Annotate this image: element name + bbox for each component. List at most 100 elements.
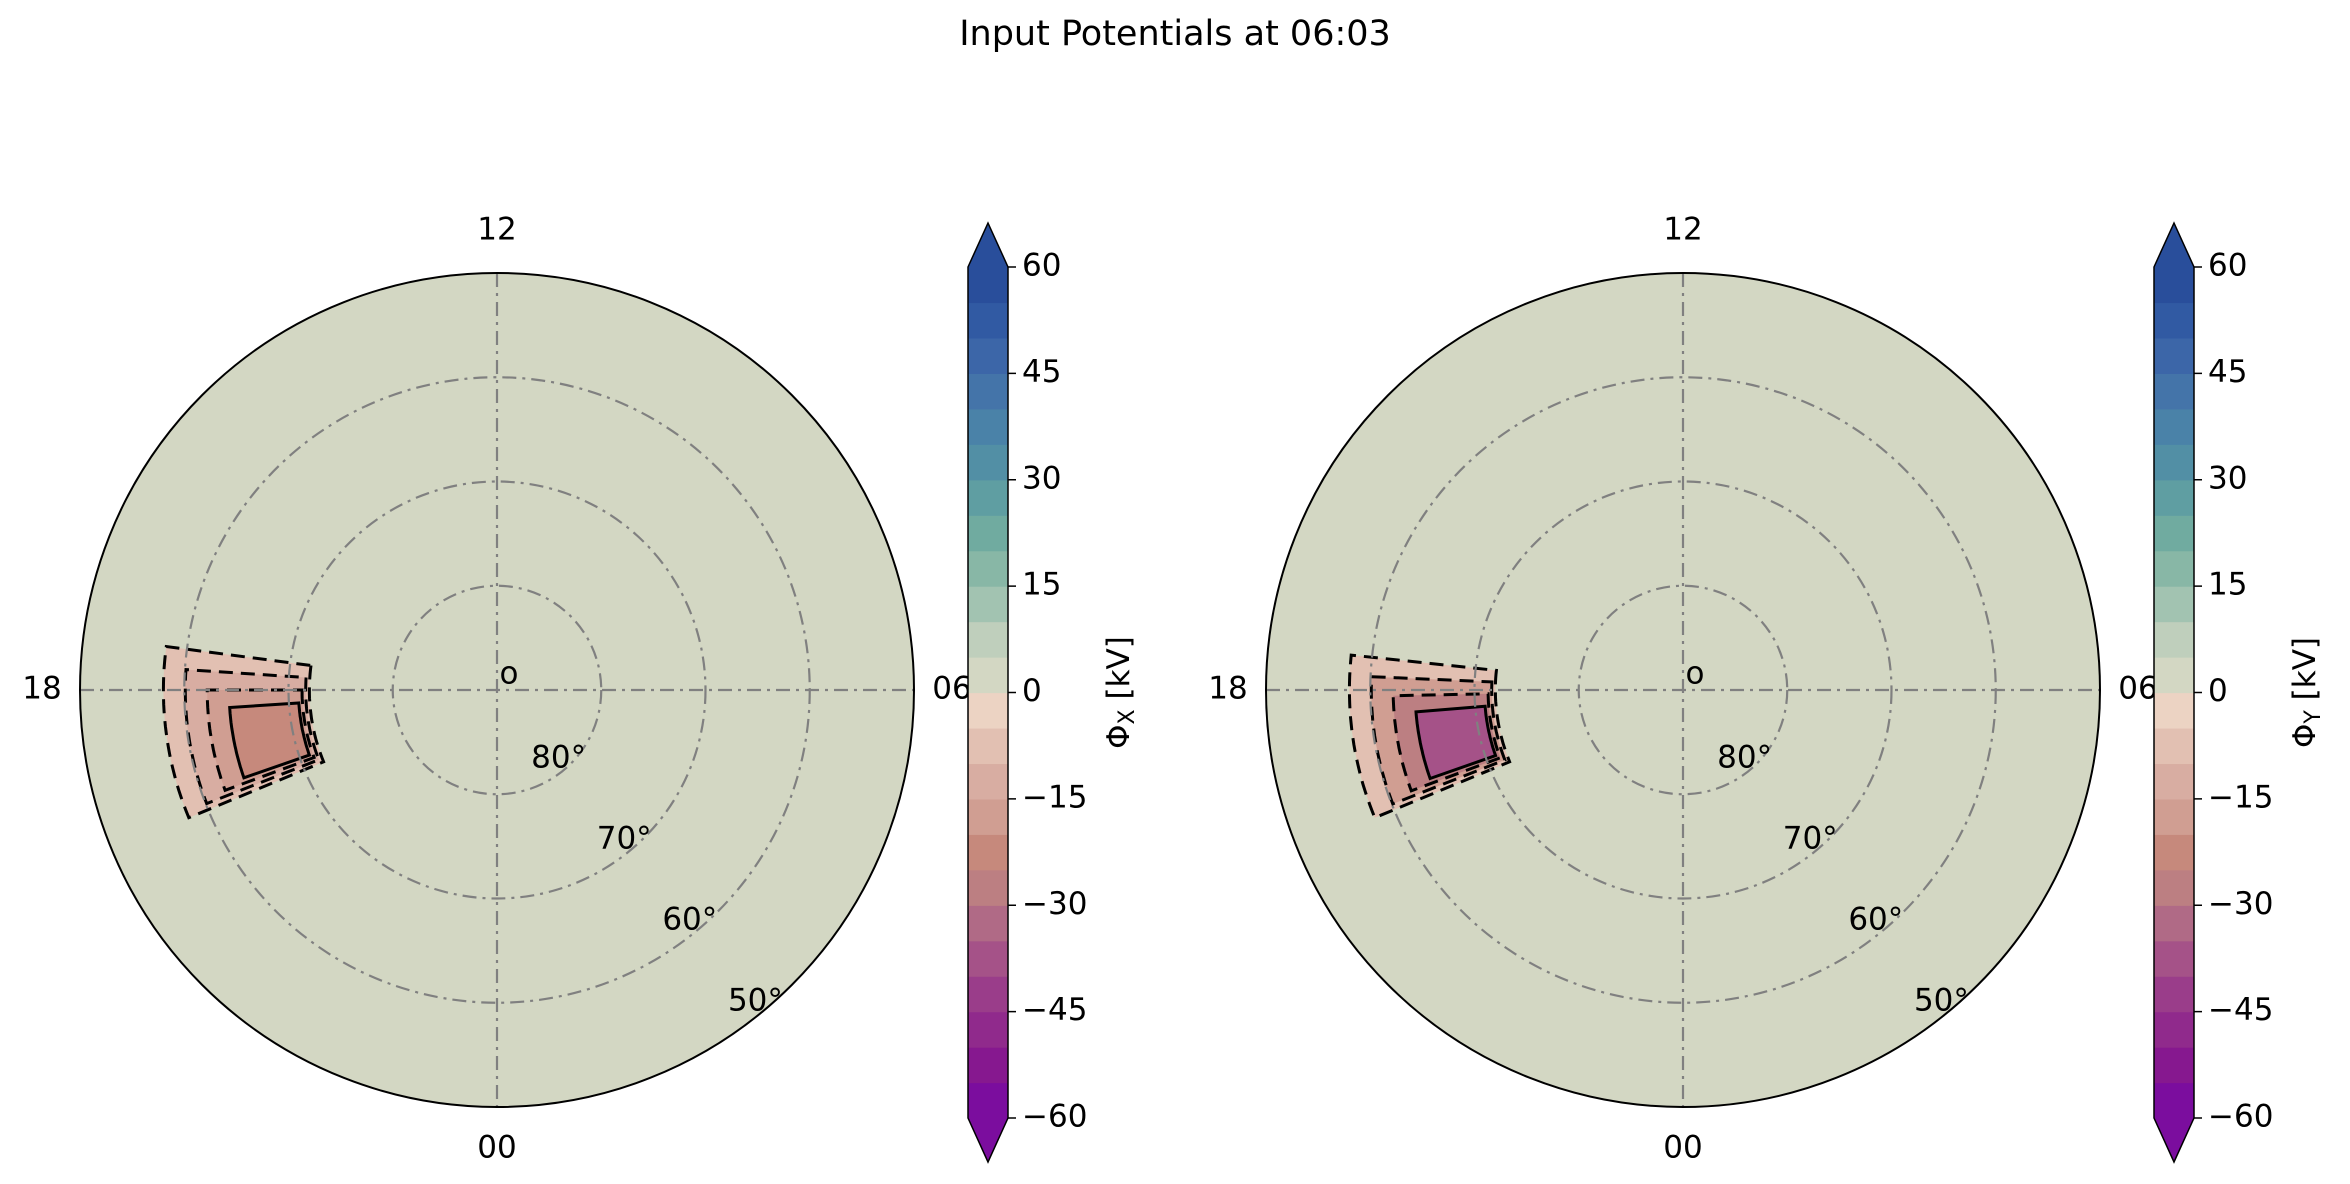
colorbar-segment <box>2154 905 2194 942</box>
colorbar-segment <box>2154 727 2194 765</box>
colorbar-segment <box>2154 267 2194 304</box>
colorbar-tick-label: 0 <box>1022 673 1042 709</box>
colorbar-tick-label: −30 <box>2208 886 2273 922</box>
mlt-label-18: 18 <box>22 671 61 707</box>
figure-title: Input Potentials at 06:03 <box>959 14 1391 54</box>
pole-label: o <box>1686 656 1705 692</box>
polar-grid <box>80 273 914 1107</box>
colorbar-segment <box>968 869 1008 906</box>
colorbar-segment <box>2154 621 2194 658</box>
colorbar-label: ΦY [kV] <box>2287 637 2327 748</box>
colorbar-segment <box>968 267 1008 304</box>
pole-label: o <box>500 656 519 692</box>
colorbar-segment <box>2154 940 2194 977</box>
polar-panel-left: 12 00 18 06 o 80° 70° 60° 50° <box>22 212 971 1166</box>
mlt-label-12: 12 <box>1663 212 1702 248</box>
colorbar-tick-label: −15 <box>1022 779 1087 815</box>
colorbar-segment <box>968 302 1008 339</box>
colorbar-tick-label: −45 <box>2208 992 2273 1028</box>
colorbar-label: ΦX [kV] <box>1101 636 1141 749</box>
colorbar-segment <box>968 763 1008 800</box>
colorbar-segment <box>968 727 1008 765</box>
colorbar-segment <box>2154 337 2194 374</box>
colorbar-segment <box>968 408 1008 445</box>
potential-contour-2 <box>1369 675 1507 806</box>
colorbar-tick-label: 60 <box>2208 248 2247 284</box>
colorbar-segment <box>968 1011 1008 1048</box>
latitude-label-70: 70° <box>597 821 652 857</box>
colorbar-segment <box>968 692 1008 729</box>
colorbar-segment <box>968 798 1008 835</box>
colorbar-segment <box>968 550 1008 587</box>
colorbar-tick-label: −15 <box>2208 779 2273 815</box>
latitude-label-50: 50° <box>1914 983 1969 1019</box>
colorbar-segment <box>968 515 1008 552</box>
mlt-label-00: 00 <box>1663 1130 1702 1166</box>
colorbar-segment <box>2154 763 2194 800</box>
colorbar-tick-label: 45 <box>2208 354 2247 390</box>
potential-contour-3 <box>1391 692 1503 793</box>
colorbar-segment <box>968 1082 1008 1119</box>
colorbar-segment <box>2154 550 2194 587</box>
colorbar-segment <box>2154 586 2194 623</box>
latitude-ring-70 <box>1473 480 1893 900</box>
colorbar-tick-label: 0 <box>2208 673 2228 709</box>
colorbar-tick-label: 45 <box>1022 354 1061 390</box>
colorbar-tick-label: 30 <box>1022 460 1061 496</box>
mlt-label-06: 06 <box>932 671 971 707</box>
colorbar-segment <box>968 444 1008 481</box>
latitude-label-70: 70° <box>1783 821 1838 857</box>
colorbar-left: 60 45 30 15 0 −15 −30 −45 −60 ΦX [kV] <box>967 221 1141 1164</box>
colorbar-segment <box>2154 1011 2194 1048</box>
colorbar-segment <box>2154 302 2194 339</box>
colorbar-segment <box>2154 515 2194 552</box>
colorbar-segment <box>2154 657 2194 694</box>
colorbar-segment <box>2154 408 2194 445</box>
colorbar-tick-label: −30 <box>1022 886 1087 922</box>
polar-frame <box>79 272 915 1108</box>
colorbar-segment <box>968 976 1008 1013</box>
latitude-label-80: 80° <box>1717 740 1772 776</box>
colorbar-tick-label: 15 <box>2208 567 2247 603</box>
potential-contour-1 <box>1347 653 1512 820</box>
potential-contour-4 <box>1414 704 1498 781</box>
latitude-label-80: 80° <box>531 740 586 776</box>
colorbar-segment <box>968 834 1008 871</box>
colorbar-tick-label: −60 <box>2208 1099 2273 1135</box>
colorbar-segment <box>968 1047 1008 1084</box>
colorbar-segment <box>968 586 1008 623</box>
colorbar-tick-label: −45 <box>1022 992 1087 1028</box>
colorbar-segment <box>2154 692 2194 729</box>
colorbar-tick-label: −60 <box>1022 1099 1087 1135</box>
colorbar-segment <box>2154 869 2194 906</box>
latitude-label-50: 50° <box>728 983 783 1019</box>
latitude-label-60: 60° <box>1848 902 1903 938</box>
colorbar-segment <box>2154 834 2194 871</box>
potential-level-4 <box>229 703 310 778</box>
colorbar-extend-min <box>968 1118 1008 1162</box>
colorbar-tick-label: 30 <box>2208 460 2247 496</box>
colorbar-right: 60 45 30 15 0 −15 −30 −45 −60 ΦY [kV] <box>2153 221 2327 1164</box>
colorbar-segment <box>968 337 1008 374</box>
potential-feature <box>1347 653 1512 820</box>
mlt-label-00: 00 <box>477 1130 516 1166</box>
colorbar-segment <box>2154 798 2194 835</box>
polar-panel-right: 12 00 18 06 o 80° 70° 60° 50° <box>1208 212 2157 1166</box>
colorbar-segment <box>968 940 1008 977</box>
colorbar-segment <box>968 479 1008 516</box>
colorbar-segment <box>2154 373 2194 410</box>
colorbar-segment <box>2154 1047 2194 1084</box>
potential-contour-3 <box>205 688 317 793</box>
colorbar-segment <box>968 905 1008 942</box>
colorbar-segment <box>2154 479 2194 516</box>
mlt-label-12: 12 <box>477 212 516 248</box>
latitude-ring-70 <box>287 480 707 900</box>
polar-grid <box>1266 273 2100 1107</box>
colorbar-extend-max <box>968 223 1008 267</box>
potential-level-4 <box>1416 706 1496 779</box>
mlt-label-18: 18 <box>1208 671 1247 707</box>
colorbar-segment <box>968 373 1008 410</box>
mlt-label-06: 06 <box>2118 671 2157 707</box>
potential-contour-4 <box>228 701 312 780</box>
